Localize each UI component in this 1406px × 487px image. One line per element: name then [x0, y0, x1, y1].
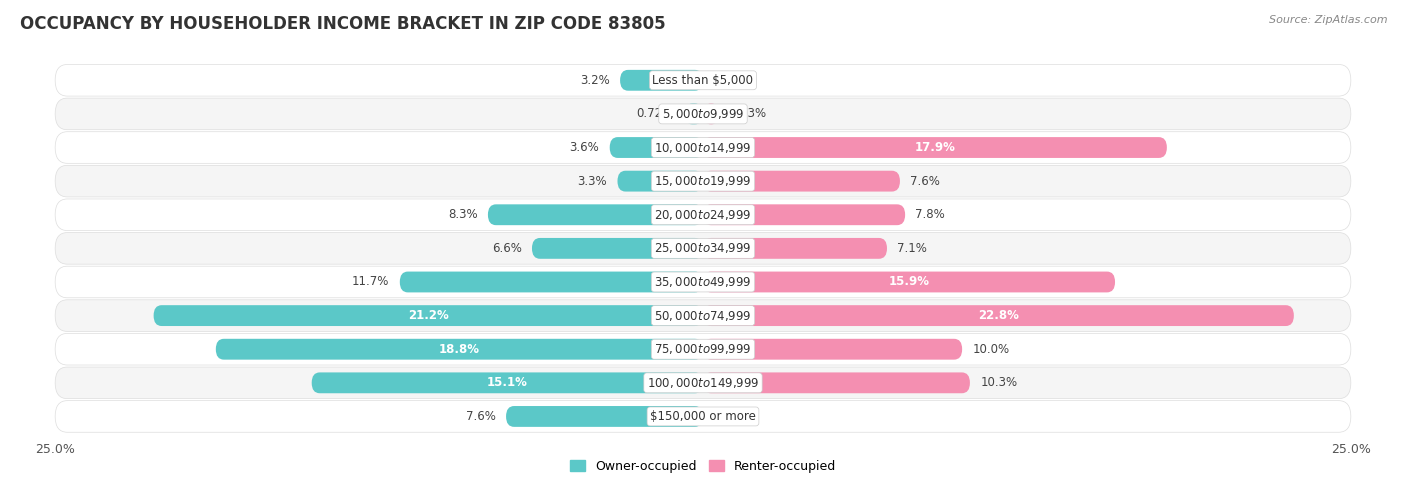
FancyBboxPatch shape: [703, 373, 970, 393]
Text: 0.0%: 0.0%: [713, 410, 742, 423]
Text: 7.8%: 7.8%: [915, 208, 945, 221]
Text: 3.3%: 3.3%: [578, 175, 607, 187]
Text: 0.72%: 0.72%: [637, 108, 673, 120]
Text: 6.6%: 6.6%: [492, 242, 522, 255]
FancyBboxPatch shape: [55, 166, 1351, 197]
FancyBboxPatch shape: [55, 64, 1351, 96]
FancyBboxPatch shape: [312, 373, 703, 393]
Text: 7.6%: 7.6%: [465, 410, 496, 423]
FancyBboxPatch shape: [506, 406, 703, 427]
Text: 8.3%: 8.3%: [449, 208, 478, 221]
Text: $150,000 or more: $150,000 or more: [650, 410, 756, 423]
FancyBboxPatch shape: [620, 70, 703, 91]
Text: $50,000 to $74,999: $50,000 to $74,999: [654, 309, 752, 322]
FancyBboxPatch shape: [703, 339, 962, 359]
Text: 17.9%: 17.9%: [914, 141, 955, 154]
FancyBboxPatch shape: [703, 137, 1167, 158]
Text: 0.63%: 0.63%: [730, 108, 766, 120]
Text: $100,000 to $149,999: $100,000 to $149,999: [647, 376, 759, 390]
Text: Less than $5,000: Less than $5,000: [652, 74, 754, 87]
FancyBboxPatch shape: [703, 238, 887, 259]
FancyBboxPatch shape: [610, 137, 703, 158]
Text: 0.0%: 0.0%: [713, 74, 742, 87]
FancyBboxPatch shape: [215, 339, 703, 359]
FancyBboxPatch shape: [55, 367, 1351, 399]
FancyBboxPatch shape: [55, 199, 1351, 230]
Text: 3.2%: 3.2%: [579, 74, 610, 87]
Text: 7.6%: 7.6%: [910, 175, 941, 187]
Text: $15,000 to $19,999: $15,000 to $19,999: [654, 174, 752, 188]
Text: 15.1%: 15.1%: [486, 376, 527, 389]
Text: Source: ZipAtlas.com: Source: ZipAtlas.com: [1270, 15, 1388, 25]
Legend: Owner-occupied, Renter-occupied: Owner-occupied, Renter-occupied: [565, 455, 841, 478]
Text: 22.8%: 22.8%: [979, 309, 1019, 322]
Text: 21.2%: 21.2%: [408, 309, 449, 322]
FancyBboxPatch shape: [55, 300, 1351, 331]
FancyBboxPatch shape: [685, 103, 703, 124]
FancyBboxPatch shape: [55, 131, 1351, 163]
Text: 15.9%: 15.9%: [889, 276, 929, 288]
Text: OCCUPANCY BY HOUSEHOLDER INCOME BRACKET IN ZIP CODE 83805: OCCUPANCY BY HOUSEHOLDER INCOME BRACKET …: [20, 15, 665, 33]
Text: 10.3%: 10.3%: [980, 376, 1018, 389]
FancyBboxPatch shape: [703, 272, 1115, 292]
Text: $10,000 to $14,999: $10,000 to $14,999: [654, 141, 752, 154]
FancyBboxPatch shape: [55, 334, 1351, 365]
Text: $25,000 to $34,999: $25,000 to $34,999: [654, 242, 752, 255]
Text: $20,000 to $24,999: $20,000 to $24,999: [654, 208, 752, 222]
Text: $5,000 to $9,999: $5,000 to $9,999: [662, 107, 744, 121]
FancyBboxPatch shape: [55, 98, 1351, 130]
FancyBboxPatch shape: [399, 272, 703, 292]
Text: 10.0%: 10.0%: [973, 343, 1010, 356]
Text: 11.7%: 11.7%: [352, 276, 389, 288]
FancyBboxPatch shape: [703, 305, 1294, 326]
FancyBboxPatch shape: [617, 171, 703, 191]
Text: 7.1%: 7.1%: [897, 242, 927, 255]
FancyBboxPatch shape: [153, 305, 703, 326]
Text: 18.8%: 18.8%: [439, 343, 479, 356]
FancyBboxPatch shape: [703, 103, 720, 124]
Text: $75,000 to $99,999: $75,000 to $99,999: [654, 342, 752, 356]
FancyBboxPatch shape: [488, 205, 703, 225]
FancyBboxPatch shape: [703, 205, 905, 225]
FancyBboxPatch shape: [55, 233, 1351, 264]
FancyBboxPatch shape: [531, 238, 703, 259]
Text: $35,000 to $49,999: $35,000 to $49,999: [654, 275, 752, 289]
FancyBboxPatch shape: [55, 266, 1351, 298]
Text: 3.6%: 3.6%: [569, 141, 599, 154]
FancyBboxPatch shape: [55, 401, 1351, 432]
FancyBboxPatch shape: [703, 171, 900, 191]
